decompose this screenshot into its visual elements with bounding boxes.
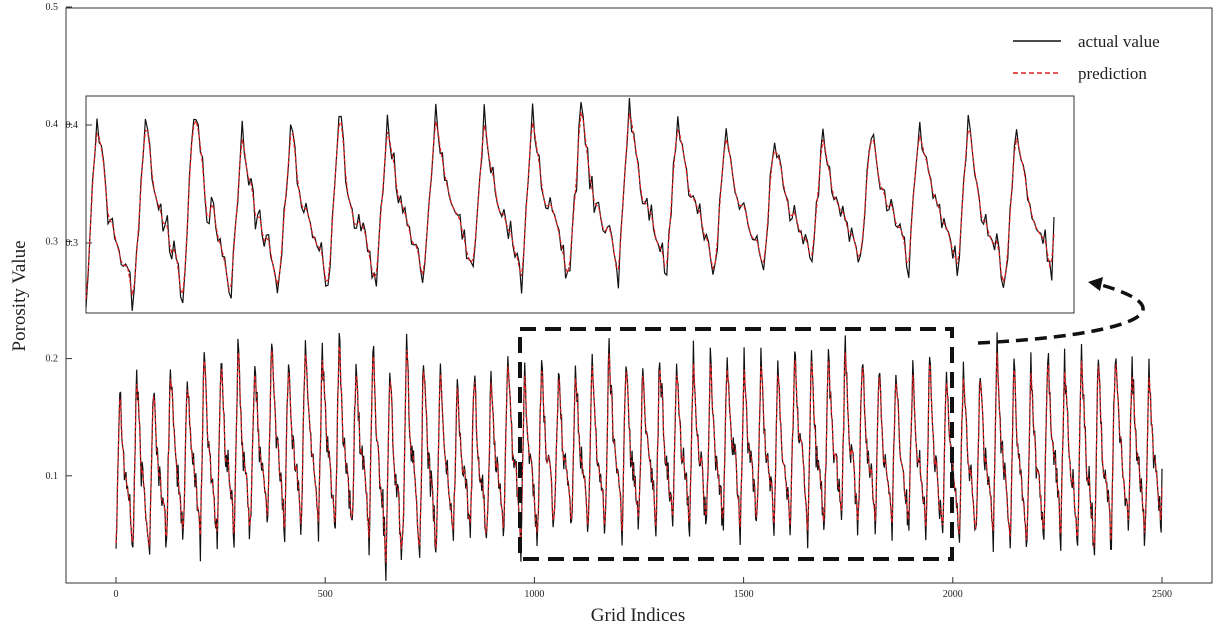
y-tick-label: 0.2 bbox=[46, 354, 59, 365]
axis-ticks: 0 500 1000 1500 2000 2500 0.1 0.2 0.3 0.4 0.5 bbox=[46, 2, 1173, 600]
zoom-arrow bbox=[977, 282, 1145, 345]
inset-panel bbox=[85, 95, 1075, 314]
legend-label-prediction: prediction bbox=[1078, 64, 1147, 83]
x-tick-label: 0 bbox=[114, 589, 119, 600]
plot-frame bbox=[65, 7, 1213, 584]
x-tick-label: 1000 bbox=[524, 589, 544, 600]
y-tick-label: 0.4 bbox=[46, 119, 59, 130]
x-tick-label: 500 bbox=[318, 589, 333, 600]
x-axis-title: Grid Indices bbox=[591, 605, 685, 626]
y-tick-label: 0.5 bbox=[46, 2, 59, 13]
inset-y-tick-label: 0.3 bbox=[66, 238, 79, 249]
x-tick-label: 2500 bbox=[1152, 589, 1172, 600]
inset-prediction-line bbox=[85, 111, 1055, 299]
legend: actual value prediction bbox=[1013, 32, 1160, 83]
legend-label-actual: actual value bbox=[1078, 32, 1160, 51]
x-tick-label: 2000 bbox=[943, 589, 963, 600]
inset-plot-series: 0.3 0.4 bbox=[66, 97, 1055, 311]
series-prediction-line bbox=[115, 346, 1163, 563]
x-tick-label: 1500 bbox=[734, 589, 754, 600]
zoom-arrow-head-icon bbox=[1088, 277, 1103, 291]
inset-y-tick-label: 0.4 bbox=[66, 120, 79, 131]
main-plot-series bbox=[115, 332, 1163, 581]
y-tick-label: 0.3 bbox=[46, 236, 59, 247]
zoom-region-box bbox=[518, 327, 954, 561]
y-tick-label: 0.1 bbox=[46, 471, 59, 482]
y-axis-title: Porosity Value bbox=[9, 240, 30, 351]
